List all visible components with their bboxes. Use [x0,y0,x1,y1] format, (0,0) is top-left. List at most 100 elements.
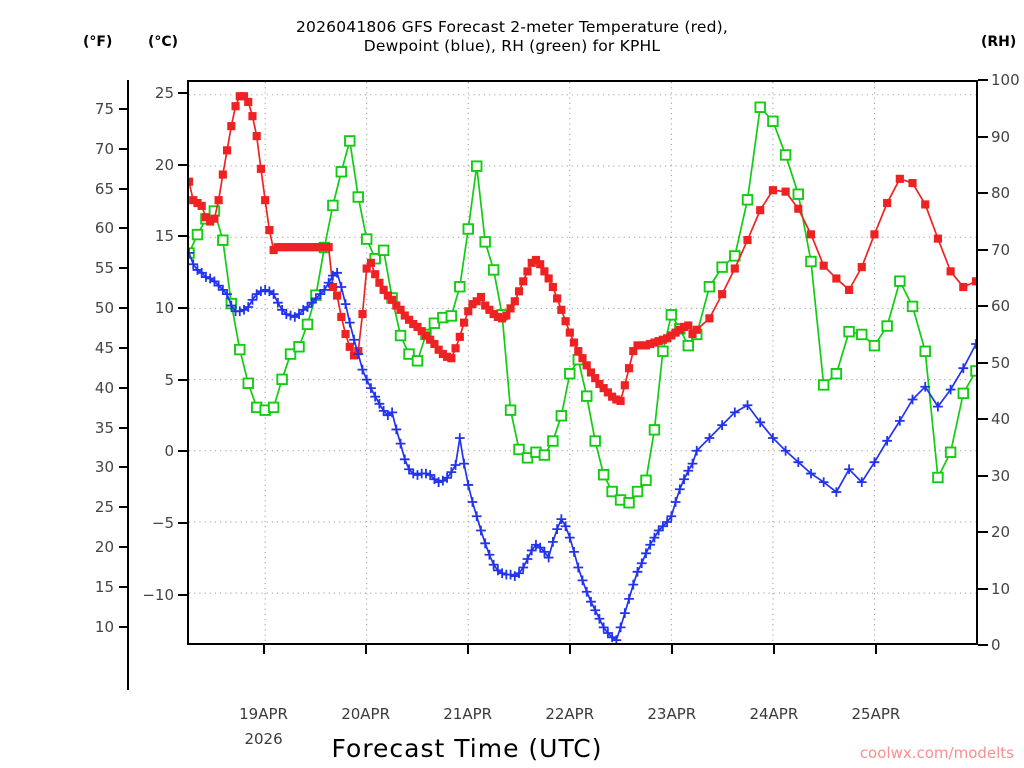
celsius-axis-unit-label: (°C) [148,34,179,50]
data-point-marker [663,334,672,343]
data-point-marker [510,297,519,306]
data-point-marker [547,435,559,447]
rh-axis-unit-label: (RH) [981,34,1017,50]
rh-tick-label: 80 [991,184,1011,202]
data-point-marker [217,285,228,295]
rh-tick-mark [978,79,988,81]
data-point-marker [640,474,652,487]
data-point-marker [705,314,714,323]
data-point-marker [920,381,931,392]
data-point-marker [349,334,359,345]
data-point-marker [868,339,881,352]
rh-tick-mark [978,135,988,138]
data-point-marker [684,321,693,330]
data-point-marker [540,267,549,276]
data-point-marker [650,338,659,347]
data-point-marker [633,341,642,350]
data-point-marker [971,339,976,349]
data-point-marker [844,464,854,475]
data-point-marker [242,377,254,389]
data-point-marker [396,305,405,314]
fahrenheit-tick-mark [119,625,128,628]
data-point-marker [557,305,566,314]
fahrenheit-tick-label: 65 [94,179,114,198]
data-point-marker [222,289,232,300]
data-point-marker [631,485,644,498]
data-point-marker [843,325,855,338]
data-point-marker [573,562,584,573]
data-point-marker [674,484,685,495]
data-point-marker [450,460,461,470]
data-point-marker [227,122,236,131]
data-point-marker [548,537,558,547]
data-point-marker [666,511,677,522]
data-point-marker [235,92,244,101]
data-point-marker [340,299,351,309]
celsius-tick-mark [178,307,188,309]
chart-title-line2: Dewpoint (blue), RH (green) for KPHL [363,37,661,55]
data-point-marker [632,566,643,577]
rh-tick-label: 70 [991,240,1011,259]
chart-title: 2026041806 GFS Forecast 2-meter Temperat… [0,18,1024,56]
celsius-tick-label: 15 [154,227,174,246]
rh-tick-mark [978,587,988,590]
data-point-marker [623,497,635,509]
data-point-marker [957,387,970,400]
data-point-marker [273,243,282,252]
fahrenheit-tick-label: 70 [94,139,114,158]
data-point-marker [590,605,601,616]
data-point-marker [670,497,681,507]
data-point-marker [780,445,791,456]
data-point-marker [476,292,486,302]
data-point-marker [535,542,546,553]
data-point-marker [294,309,304,319]
data-point-marker [921,200,930,209]
data-point-marker [267,401,280,414]
data-point-marker [316,243,325,252]
celsius-tick-mark [178,593,188,596]
data-point-marker [463,480,474,490]
data-point-marker [281,309,292,319]
celsius-tick-label: 10 [154,299,174,317]
rh-tick-label: 40 [991,410,1011,428]
data-point-marker [628,579,639,590]
data-point-marker [518,562,529,573]
time-tick-label: 25APR [851,705,901,723]
data-point-marker [857,263,866,272]
data-point-marker [831,487,842,497]
data-point-marker [349,351,359,360]
data-point-marker [248,112,257,121]
celsius-tick-label: 5 [164,370,174,389]
fahrenheit-tick-mark [119,426,128,429]
data-point-marker [476,525,486,536]
data-point-marker [691,445,702,456]
data-layer [189,92,976,643]
data-point-marker [654,337,663,346]
data-point-marker [324,243,333,252]
data-point-marker [413,322,422,331]
data-point-marker [370,391,381,402]
data-point-marker [856,477,867,487]
data-point-marker [303,243,312,252]
data-point-marker [608,392,617,401]
data-point-marker [586,596,596,607]
data-point-marker [320,243,329,252]
series-2-meter-temperature [189,92,976,406]
data-point-marker [856,328,868,341]
data-point-marker [353,349,364,359]
data-point-marker [636,558,647,569]
fahrenheit-tick-label: 55 [94,259,114,278]
data-point-marker [818,477,829,487]
data-point-marker [581,586,592,597]
data-point-marker [256,286,266,297]
data-point-marker [767,115,779,127]
data-point-marker [226,300,237,311]
fahrenheit-tick-label: 60 [94,219,114,238]
data-point-marker [536,260,545,269]
data-point-marker [222,146,232,155]
data-point-marker [189,196,198,205]
data-point-marker [560,521,571,532]
data-point-marker [374,398,385,409]
data-point-marker [958,363,969,374]
fahrenheit-tick-label: 15 [94,577,114,596]
